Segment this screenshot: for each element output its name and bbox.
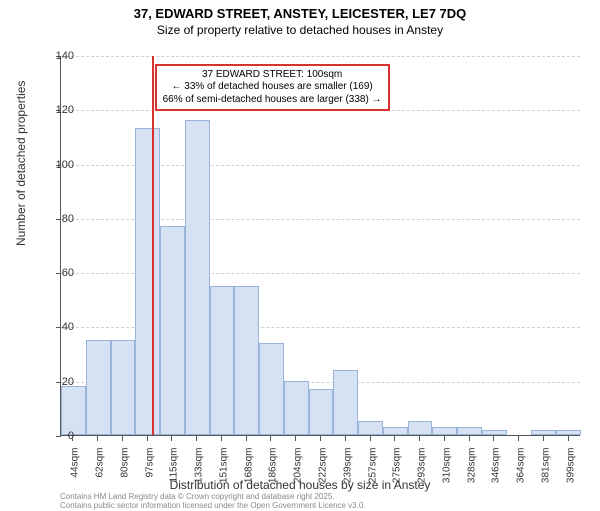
x-tick: [419, 436, 420, 441]
x-tick: [543, 436, 544, 441]
chart-area: 37 EDWARD STREET: 100sqm← 33% of detache…: [60, 56, 580, 436]
x-tick: [270, 436, 271, 441]
x-tick-label: 80sqm: [119, 448, 130, 508]
histogram-bar: [185, 120, 210, 435]
marker-line: [152, 56, 154, 435]
x-tick-label: 310sqm: [441, 448, 452, 508]
x-tick: [171, 436, 172, 441]
histogram-bar: [86, 340, 111, 435]
x-tick-label: 204sqm: [293, 448, 304, 508]
histogram-bar: [61, 386, 86, 435]
histogram-bar: [234, 286, 259, 435]
x-tick-label: 257sqm: [367, 448, 378, 508]
x-tick: [221, 436, 222, 441]
x-tick-label: 222sqm: [318, 448, 329, 508]
x-tick: [493, 436, 494, 441]
x-tick: [196, 436, 197, 441]
x-tick-label: 381sqm: [540, 448, 551, 508]
x-tick-label: 115sqm: [169, 448, 180, 508]
x-tick-label: 399sqm: [565, 448, 576, 508]
annotation-line-3: 66% of semi-detached houses are larger (…: [163, 94, 382, 107]
y-tick-label: 0: [34, 430, 74, 442]
histogram-bar: [259, 343, 284, 435]
y-tick-label: 120: [34, 104, 74, 116]
x-tick: [295, 436, 296, 441]
x-tick-label: 328sqm: [466, 448, 477, 508]
histogram-bar: [556, 430, 581, 435]
histogram-bar: [457, 427, 482, 435]
x-tick: [345, 436, 346, 441]
y-tick-label: 20: [34, 376, 74, 388]
annotation-box: 37 EDWARD STREET: 100sqm← 33% of detache…: [155, 64, 390, 112]
histogram-bar: [160, 226, 185, 435]
x-tick: [72, 436, 73, 441]
histogram-bar: [210, 286, 235, 435]
y-axis-label: Number of detached properties: [14, 81, 28, 246]
histogram-bar: [284, 381, 309, 435]
x-tick-label: 275sqm: [392, 448, 403, 508]
x-tick-label: 186sqm: [268, 448, 279, 508]
histogram-bar: [111, 340, 136, 435]
x-tick-label: 346sqm: [491, 448, 502, 508]
annotation-line-1: 37 EDWARD STREET: 100sqm: [163, 69, 382, 82]
x-tick: [518, 436, 519, 441]
histogram-bar: [333, 370, 358, 435]
histogram-bar: [383, 427, 408, 435]
y-tick-label: 100: [34, 159, 74, 171]
histogram-bar: [135, 128, 160, 435]
x-tick-label: 62sqm: [95, 448, 106, 508]
histogram-bar: [408, 421, 433, 435]
x-tick-label: 168sqm: [243, 448, 254, 508]
x-tick: [122, 436, 123, 441]
x-tick: [246, 436, 247, 441]
x-tick-label: 364sqm: [516, 448, 527, 508]
x-tick: [97, 436, 98, 441]
y-tick-label: 140: [34, 50, 74, 62]
histogram-bar: [358, 421, 383, 435]
chart-subtitle: Size of property relative to detached ho…: [0, 23, 600, 37]
x-tick: [444, 436, 445, 441]
y-tick-label: 40: [34, 321, 74, 333]
x-tick-label: 97sqm: [144, 448, 155, 508]
x-tick-label: 239sqm: [342, 448, 353, 508]
x-tick: [469, 436, 470, 441]
histogram-bar: [432, 427, 457, 435]
histogram-bar: [531, 430, 556, 435]
x-tick-label: 44sqm: [70, 448, 81, 508]
chart-title: 37, EDWARD STREET, ANSTEY, LEICESTER, LE…: [0, 6, 600, 21]
y-tick-label: 60: [34, 267, 74, 279]
x-tick: [320, 436, 321, 441]
x-tick: [370, 436, 371, 441]
gridline: [61, 56, 580, 57]
annotation-line-2: ← 33% of detached houses are smaller (16…: [163, 81, 382, 94]
x-tick: [147, 436, 148, 441]
histogram-bar: [309, 389, 334, 435]
y-tick-label: 80: [34, 213, 74, 225]
x-tick: [568, 436, 569, 441]
plot-area: 37 EDWARD STREET: 100sqm← 33% of detache…: [60, 56, 580, 436]
x-tick-label: 151sqm: [218, 448, 229, 508]
histogram-bar: [482, 430, 507, 435]
x-tick-label: 293sqm: [417, 448, 428, 508]
x-tick: [394, 436, 395, 441]
x-tick-label: 133sqm: [194, 448, 205, 508]
